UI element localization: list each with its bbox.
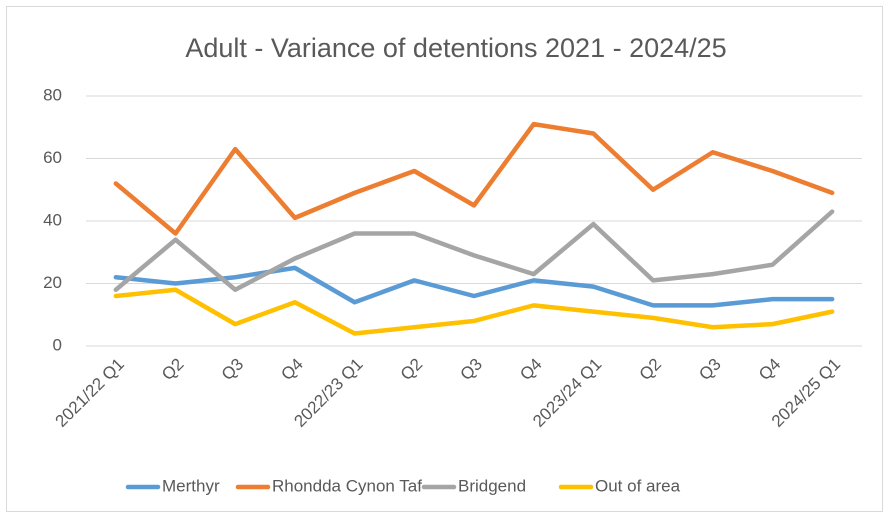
chart-frame [6, 6, 883, 512]
y-tick-label: 60 [43, 148, 62, 167]
y-tick-label: 80 [43, 85, 62, 104]
series-line [113, 209, 835, 292]
series-line [113, 265, 835, 308]
y-tick-label: 0 [53, 335, 62, 354]
legend-label: Bridgend [458, 476, 526, 495]
y-tick-label: 40 [43, 210, 62, 229]
legend-label: Rhondda Cynon Taf [272, 476, 422, 495]
series-line [113, 121, 835, 236]
chart-title: Adult - Variance of detentions 2021 - 20… [185, 33, 726, 63]
series-line [113, 287, 835, 336]
y-tick-label: 20 [43, 273, 62, 292]
legend-label: Out of area [595, 476, 681, 495]
legend-label: Merthyr [162, 476, 220, 495]
